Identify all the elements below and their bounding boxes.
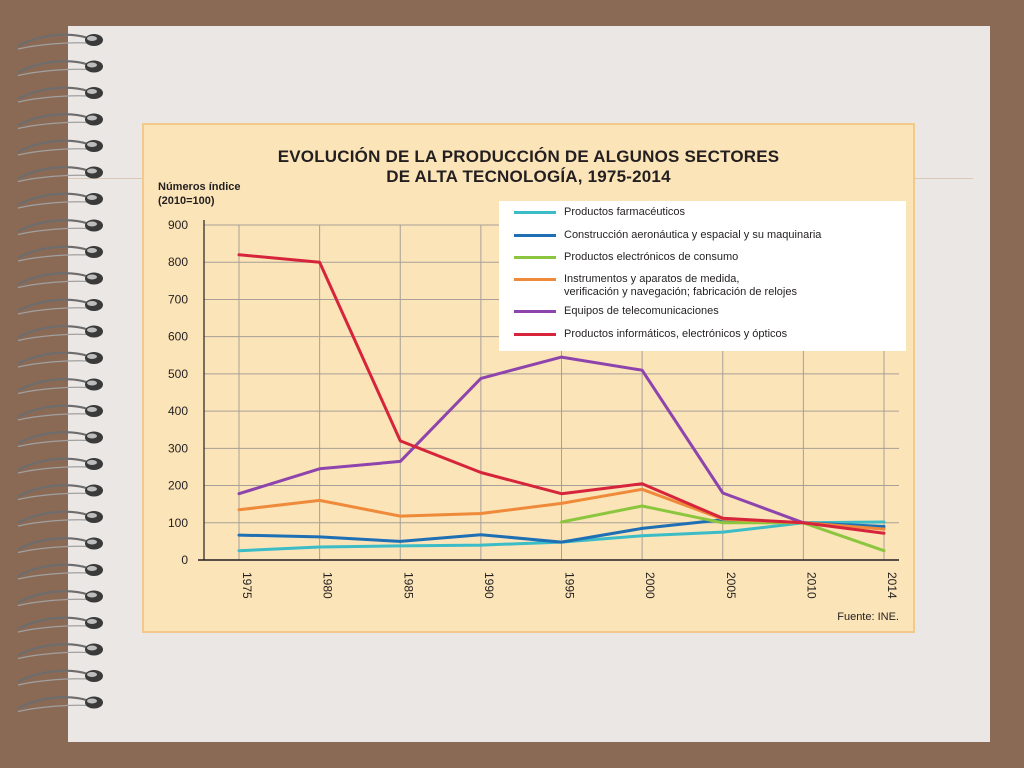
spiral-ring	[17, 563, 103, 580]
spiral-ring	[17, 139, 103, 156]
series-line-6	[237, 253, 886, 535]
y-tick-label: 0	[181, 553, 188, 567]
series-line-5	[237, 355, 805, 525]
spiral-ring	[17, 113, 103, 130]
spiral-ring	[17, 669, 103, 686]
legend-item: Equipos de telecomunicaciones	[499, 305, 719, 318]
y-tick-label: 300	[168, 441, 188, 455]
spiral-binding	[17, 33, 103, 713]
spiral-ring	[17, 166, 103, 183]
legend-label: Productos electrónicos de consumo	[564, 251, 739, 263]
legend-swatch	[514, 278, 556, 281]
spiral-ring	[17, 696, 103, 713]
spiral-ring	[17, 643, 103, 660]
legend-swatch	[514, 256, 556, 259]
y-tick-label: 800	[168, 255, 188, 269]
chart-source: Fuente: INE.	[837, 611, 899, 623]
spiral-ring	[17, 457, 103, 474]
y-tick-label: 900	[168, 218, 188, 232]
spiral-ring	[17, 351, 103, 368]
y-tick-label: 200	[168, 479, 188, 493]
legend-swatch	[514, 234, 556, 237]
spiral-ring	[17, 484, 103, 501]
legend-item: Productos farmacéuticos	[499, 206, 685, 219]
legend-swatch	[514, 211, 556, 214]
legend-label: Productos informáticos, electrónicos y ó…	[564, 328, 788, 340]
chart-legend: Productos farmacéuticos Construcción aero…	[499, 201, 906, 351]
series-line-3	[560, 504, 886, 553]
spiral-ring	[17, 33, 103, 50]
spiral-ring	[17, 325, 103, 342]
spiral-ring	[17, 219, 103, 236]
legend-label: Construcción aeronáutica y espacial y su…	[564, 229, 822, 241]
x-tick-label: 1975	[240, 572, 254, 599]
spiral-ring	[17, 378, 103, 395]
spiral-ring	[17, 298, 103, 315]
x-tick-label: 2000	[643, 572, 657, 599]
legend-item: Productos informáticos, electrónicos y ó…	[499, 328, 787, 341]
y-axis-label-unit: (2010=100)	[158, 195, 215, 207]
y-tick-label: 400	[168, 404, 188, 418]
y-tick-label: 500	[168, 367, 188, 381]
chart-subtitle: DE ALTA TECNOLOGÍA, 1975-2014	[386, 167, 671, 186]
spiral-ring	[17, 590, 103, 607]
legend-item: Instrumentos y aparatos de medida, verif…	[499, 273, 797, 299]
spiral-ring	[17, 192, 103, 209]
x-tick-label: 2010	[804, 572, 818, 599]
spiral-ring	[17, 404, 103, 421]
x-tick-label: 1980	[321, 572, 335, 599]
y-tick-label: 700	[168, 292, 188, 306]
chart-title: EVOLUCIÓN DE LA PRODUCCIÓN DE ALGUNOS SE…	[277, 147, 780, 166]
legend-swatch	[514, 333, 556, 336]
x-tick-label: 1990	[482, 572, 496, 599]
y-tick-label: 100	[168, 516, 188, 530]
spiral-ring	[17, 537, 103, 554]
x-tick-label: 1995	[563, 572, 577, 599]
chart-figure: EVOLUCIÓN DE LA PRODUCCIÓN DE ALGUNOS SE…	[142, 123, 915, 633]
spiral-ring	[17, 245, 103, 262]
legend-swatch	[514, 310, 556, 313]
spiral-ring	[17, 616, 103, 633]
legend-label: Productos farmacéuticos	[564, 206, 686, 218]
spiral-ring	[17, 272, 103, 289]
y-tick-label: 600	[168, 330, 188, 344]
x-tick-label: 2014	[885, 572, 899, 599]
legend-item: Construcción aeronáutica y espacial y su…	[499, 229, 821, 242]
legend-label: Instrumentos y aparatos de medida, verif…	[564, 273, 797, 298]
legend-label: Equipos de telecomunicaciones	[564, 305, 719, 317]
y-axis-label: Números índice	[158, 181, 241, 193]
x-tick-label: 2005	[724, 572, 738, 599]
spiral-ring	[17, 431, 103, 448]
legend-item: Productos electrónicos de consumo	[499, 251, 738, 264]
spiral-ring	[17, 60, 103, 77]
spiral-ring	[17, 510, 103, 527]
x-tick-label: 1985	[401, 572, 415, 599]
spiral-ring	[17, 86, 103, 103]
